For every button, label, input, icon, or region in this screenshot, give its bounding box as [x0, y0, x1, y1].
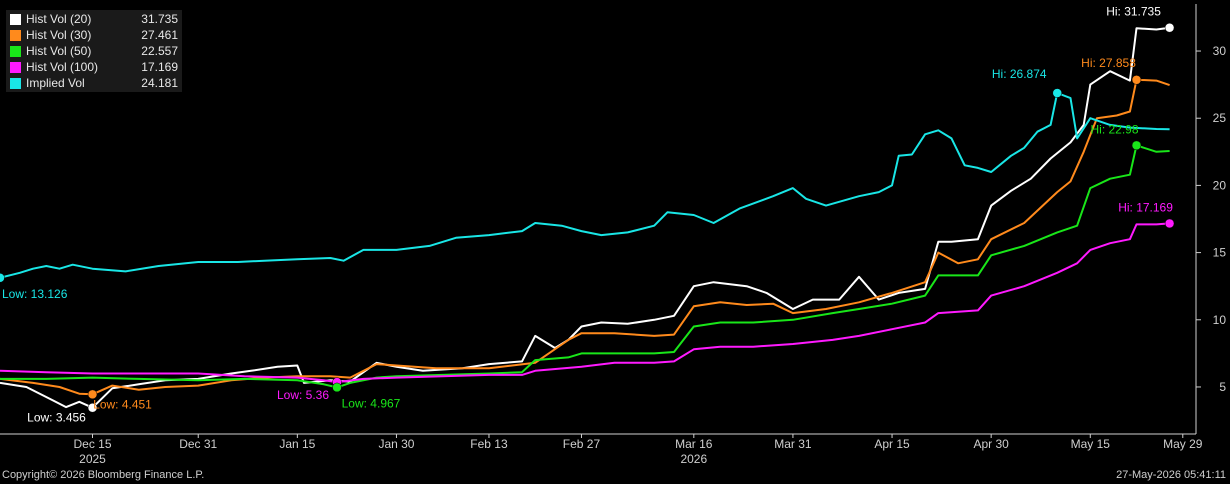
- timestamp-text: 27-May-2026 05:41:11: [1116, 469, 1226, 481]
- legend-item: Implied Vol 24.181: [10, 75, 178, 91]
- chart-legend: Hist Vol (20) 31.735 Hist Vol (30) 27.46…: [6, 10, 182, 92]
- annotation-marker: [87, 402, 98, 413]
- legend-value: 27.461: [141, 28, 178, 42]
- y-tick-label: 30: [1213, 44, 1227, 58]
- series-line-4: [0, 92, 1170, 279]
- y-tick-label: 15: [1213, 246, 1227, 260]
- x-tick-label: Jan 30: [378, 437, 414, 451]
- legend-item: Hist Vol (30) 27.461: [10, 27, 178, 43]
- legend-swatch: [10, 77, 21, 89]
- annotation-marker: [1052, 88, 1062, 98]
- legend-label: Hist Vol (30): [26, 28, 92, 42]
- legend-swatch: [10, 45, 21, 57]
- series-line-1: [0, 78, 1170, 396]
- annotation-label: Hi: 27.858: [1081, 56, 1136, 70]
- x-tick-label: Apr 30: [973, 437, 1009, 451]
- annotation-label: Low: 13.126: [2, 287, 68, 301]
- y-tick-label: 10: [1213, 313, 1227, 327]
- x-tick-label: May 29: [1163, 437, 1203, 451]
- annotation-marker: [332, 382, 342, 393]
- annotation-label: Low: 3.456: [27, 411, 86, 425]
- annotation-marker: [1164, 22, 1175, 33]
- x-tick-label: Apr 15: [874, 437, 910, 451]
- y-tick-label: 25: [1213, 111, 1227, 125]
- x-tick-label: Feb 27: [563, 437, 601, 451]
- annotation-marker: [1131, 140, 1142, 151]
- x-tick-label: Mar 16: [675, 437, 713, 451]
- y-tick-label: 5: [1219, 380, 1226, 394]
- legend-swatch: [10, 29, 21, 41]
- x-tick-label: Jan 15: [279, 437, 315, 451]
- annotation-label: Low: 4.967: [342, 396, 401, 410]
- x-tick-label: Dec 31: [179, 437, 217, 451]
- x-tick-label: Mar 31: [774, 437, 812, 451]
- legend-item: Hist Vol (50) 22.557: [10, 43, 178, 59]
- x-tick-label: Dec 15: [73, 437, 111, 451]
- legend-value: 17.169: [141, 60, 178, 74]
- annotation-label: Hi: 17.169: [1118, 200, 1173, 214]
- legend-value: 31.735: [141, 12, 178, 26]
- legend-swatch: [10, 13, 21, 25]
- y-tick-label: 20: [1213, 178, 1227, 192]
- annotation-label: Hi: 22.98: [1091, 122, 1139, 136]
- annotation-marker: [1131, 75, 1142, 85]
- annotation-label: Low: 4.451: [93, 397, 152, 411]
- annotation-marker: [1164, 218, 1175, 229]
- copyright-text: Copyright© 2026 Bloomberg Finance L.P.: [2, 469, 205, 481]
- legend-swatch: [10, 61, 21, 73]
- x-year-label: 2025: [79, 452, 106, 466]
- legend-item: Hist Vol (20) 31.735: [10, 11, 178, 27]
- annotation-marker: [0, 273, 5, 283]
- legend-label: Implied Vol: [26, 76, 85, 90]
- legend-label: Hist Vol (20): [26, 12, 92, 26]
- x-year-label: 2026: [680, 452, 707, 466]
- series-line-2: [0, 144, 1170, 389]
- series-line-0: [0, 26, 1170, 409]
- x-tick-label: Feb 13: [470, 437, 508, 451]
- annotation-marker: [87, 389, 98, 400]
- legend-item: Hist Vol (100) 17.169: [10, 59, 178, 75]
- annotation-label: Hi: 26.874: [992, 67, 1047, 81]
- legend-label: Hist Vol (50): [26, 44, 92, 58]
- x-tick-label: May 15: [1071, 437, 1111, 451]
- series-line-3: [0, 222, 1170, 384]
- legend-value: 22.557: [141, 44, 178, 58]
- annotation-label: Low: 5.36: [277, 388, 329, 402]
- legend-label: Hist Vol (100): [26, 60, 99, 74]
- annotation-label: Hi: 31.735: [1106, 5, 1161, 19]
- legend-value: 24.181: [141, 76, 178, 90]
